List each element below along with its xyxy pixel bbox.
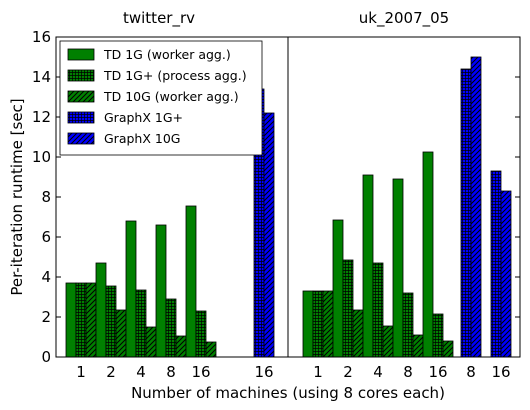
- bar-p0-td-g2-s1: [135, 289, 147, 358]
- x-tick-label: 1: [313, 363, 323, 381]
- x-tick-label: 8: [466, 363, 476, 381]
- panel-title-right: uk_2007_05: [359, 9, 449, 28]
- bar-p1-td-g2-s0: [362, 174, 374, 358]
- bar-p0-td-g3-s1: [165, 298, 177, 358]
- bar-p0-td-g1-s2: [115, 309, 127, 358]
- bar-p1-td-g3-s2: [412, 334, 424, 358]
- panel-title-left: twitter_rv: [123, 9, 195, 28]
- legend-label: GraphX 10G: [104, 131, 180, 146]
- bar-p1-td-g1-s1: [342, 259, 354, 358]
- x-tick-label: 2: [343, 363, 353, 381]
- y-tick-label: 12: [32, 108, 51, 126]
- bar-p1-td-g3-s0: [392, 178, 404, 358]
- y-tick-label: 4: [41, 268, 51, 286]
- y-tick-label: 6: [41, 228, 51, 246]
- x-tick-label: 2: [106, 363, 116, 381]
- bar-p0-td-g4-s1: [195, 310, 207, 358]
- legend-label: GraphX 1G+: [104, 110, 183, 125]
- bar-p1-gx-g0-s0: [460, 68, 472, 358]
- y-tick-label: 8: [41, 188, 51, 206]
- x-tick-label: 16: [491, 363, 510, 381]
- x-axis-title: Number of machines (using 8 cores each): [131, 384, 445, 402]
- legend-swatch: [67, 90, 95, 103]
- legend-swatch: [67, 132, 95, 145]
- bar-p0-td-g3-s2: [175, 335, 187, 358]
- bar-p1-td-g0-s2: [322, 290, 334, 358]
- bar-p1-gx-g0-s1: [470, 56, 482, 358]
- y-tick-label: 2: [41, 308, 51, 326]
- bar-p1-td-g1-s0: [332, 219, 344, 358]
- bar-p0-td-g2-s2: [145, 326, 157, 358]
- bar-p0-gx-g1-s1: [263, 112, 275, 358]
- bar-p0-td-g4-s0: [185, 205, 197, 358]
- legend-swatch: [67, 111, 95, 124]
- bar-p1-td-g1-s2: [352, 309, 364, 358]
- bar-p1-td-g4-s1: [432, 313, 444, 358]
- bar-p0-td-g1-s1: [105, 285, 117, 358]
- bar-p0-td-g1-s0: [95, 262, 107, 358]
- legend-label: TD 1G (worker agg.): [103, 47, 231, 62]
- y-tick-label: 14: [32, 68, 51, 86]
- bar-p1-td-g4-s0: [422, 151, 434, 358]
- bar-p1-td-g4-s2: [442, 340, 454, 358]
- bar-p0-td-g4-s2: [205, 341, 217, 358]
- plot-frame-right: [287, 36, 521, 358]
- y-tick-label: 16: [32, 28, 51, 46]
- x-tick-label: 8: [403, 363, 413, 381]
- bar-p0-td-g0-s1: [75, 282, 87, 358]
- bar-p1-td-g0-s0: [302, 290, 314, 358]
- y-axis-title: Per-iteration runtime [sec]: [8, 98, 26, 295]
- y-tick-label: 10: [32, 148, 51, 166]
- bar-p1-gx-g1-s1: [500, 190, 512, 358]
- bar-p1-td-g3-s1: [402, 292, 414, 358]
- bar-p1-gx-g1-s0: [490, 170, 502, 358]
- legend-swatch: [67, 69, 95, 82]
- bar-p1-td-g2-s2: [382, 325, 394, 358]
- bar-p0-td-g0-s0: [65, 282, 77, 358]
- legend-label: TD 1G+ (process agg.): [103, 68, 247, 83]
- x-tick-label: 1: [76, 363, 86, 381]
- bar-p0-td-g0-s2: [85, 282, 97, 358]
- x-tick-label: 4: [373, 363, 383, 381]
- legend: TD 1G (worker agg.) TD 1G+ (process agg.)…: [59, 40, 263, 156]
- x-tick-label: 16: [191, 363, 210, 381]
- bar-p1-td-g0-s1: [312, 290, 324, 358]
- x-tick-label: 16: [428, 363, 447, 381]
- x-tick-label: 4: [136, 363, 146, 381]
- y-tick-label: 0: [41, 348, 51, 366]
- x-tick-label: 16: [254, 363, 273, 381]
- bars-layer: [65, 56, 512, 358]
- legend-swatch: [67, 48, 95, 61]
- legend-label: TD 10G (worker agg.): [103, 89, 239, 104]
- x-tick-label: 8: [166, 363, 176, 381]
- bar-p0-td-g2-s0: [125, 220, 137, 358]
- bar-p1-td-g2-s1: [372, 262, 384, 358]
- bar-p0-td-g3-s0: [155, 224, 167, 358]
